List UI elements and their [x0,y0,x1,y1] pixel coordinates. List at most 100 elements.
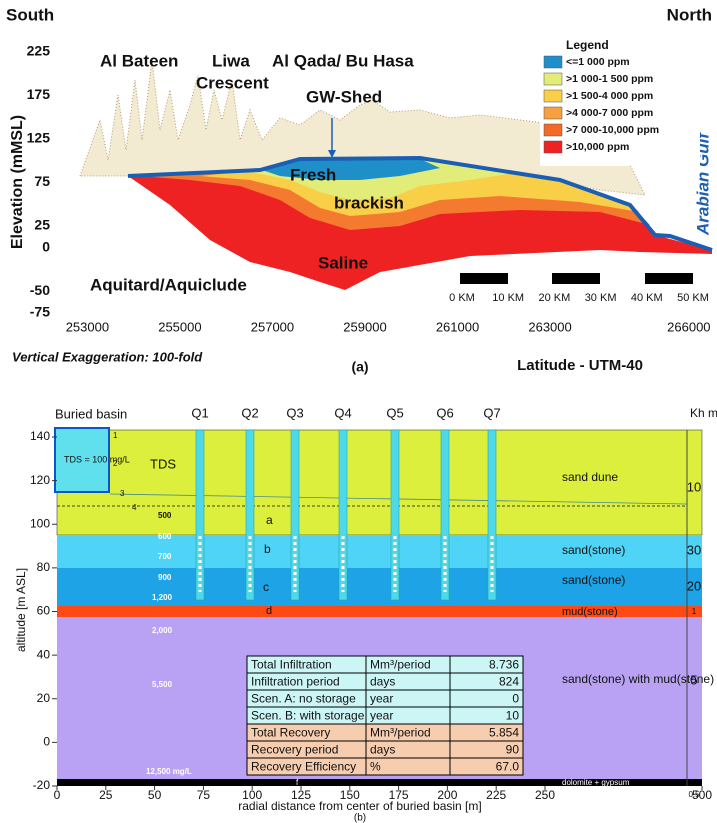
tds-contour: 900 [158,573,172,582]
y-tick-label: 0 [42,238,50,254]
layer-name: mud(stone) [562,606,618,618]
annotation: GW-Shed [306,87,382,106]
y-axis-label: altitude [m ASL] [14,568,28,652]
y-tick-label: 175 [27,86,51,102]
table-text: Mm³/period [370,658,431,672]
scale-label: 40 KM [631,292,663,304]
x-tick-label: 225 [486,788,506,802]
y-tick-label: -20 [33,778,51,792]
scale-label: 20 KM [539,292,571,304]
layer-letter: a [266,513,273,527]
table-text: % [370,760,381,774]
well-label: Q7 [483,405,500,420]
x-axis-label: Latitude - UTM-40 [517,357,643,374]
y-tick-label: 140 [30,429,50,443]
x-tick-label: 257000 [251,319,294,334]
annotation: Crescent [196,73,269,92]
well-label: Q6 [436,405,453,420]
legend-label: <=1 000 ppm [566,56,630,68]
layer-letter: d [266,605,272,617]
legend-swatch [544,141,562,153]
layer-name: sand dune [562,470,618,484]
y-tick-label: 0 [43,735,50,749]
caption: (a) [351,359,368,375]
x-tick-label: 266000 [667,319,710,334]
y-tick-label: 40 [37,647,51,661]
table-text: Total Infiltration [251,658,332,672]
annotation: Aquitard/Aquiclude [90,275,247,294]
basin-tds: TDS = 100 mg/L [64,454,130,464]
kh-value: 10 [687,479,701,494]
tds-contour: 600 [158,532,172,541]
table-text: 67.0 [496,760,520,774]
caption: (b) [354,813,366,823]
table-text: year [370,709,393,723]
north-label: North [667,5,712,24]
legend-label: >1 500-4 000 ppm [566,90,653,102]
x-tick-label: 150 [340,788,360,802]
annotation: Al Bateen [100,51,178,70]
layer-letter: c [263,580,269,594]
y-tick-label: 20 [37,691,51,705]
x-tick-label: 261000 [436,319,479,334]
layer-name: dolomite + gypsum [562,778,630,787]
annotation: Saline [318,253,368,272]
y-tick-label: 75 [34,173,50,189]
tds-contour: 2,000 [152,626,173,635]
marker: 1 [113,431,118,440]
well-label: Q4 [334,405,351,420]
legend-swatch [544,124,562,136]
tds-contour: 1,200 [152,593,173,602]
annotation: Al Qada/ Bu Hasa [272,51,414,70]
x-tick-label: 263000 [528,319,571,334]
x-tick-label: 200 [437,788,457,802]
scale-label: 50 KM [677,292,709,304]
well-label: Q2 [241,405,258,420]
marker: 4 [132,503,137,512]
south-label: South [6,5,54,24]
scale-label: 10 KM [492,292,524,304]
tds-contour: 700 [158,552,172,561]
y-tick-label: -75 [30,304,50,320]
x-tick-label: 250 [535,788,555,802]
table-text: Mm³/period [370,726,431,740]
table-text: year [370,692,393,706]
kh-value: 20 [687,578,701,593]
kh-value: 5 [690,672,697,687]
y-tick-label: 100 [30,516,50,530]
scale-block [645,273,693,284]
legend-swatch [544,90,562,102]
x-tick-label: 253000 [66,319,109,334]
table-text: 90 [506,743,520,757]
layer-name: sand(stone) [562,573,625,587]
scale-bar: 0 KM10 KM20 KM30 KM40 KM50 KM [449,292,709,304]
scale-label: 30 KM [585,292,617,304]
y-tick-label: 25 [34,217,50,233]
y-tick-label: 60 [37,604,51,618]
y-axis-label: Elevation (mMSL) [9,115,26,249]
well-label: Q3 [286,405,303,420]
x-tick-label: 500 [692,788,712,802]
tds-contour: 500 [158,511,172,520]
x-tick-label: 75 [197,788,211,802]
legend-label: >4 000-7 000 ppm [566,107,653,119]
scale-block [552,273,600,284]
marker: 3 [120,489,125,498]
x-tick-label: 259000 [343,319,386,334]
table-text: 5.854 [489,726,519,740]
tds-contour: 5,500 [152,680,173,689]
legend-label: >7 000-10,000 ppm [566,124,659,136]
table-text: Recovery Efficiency [251,760,356,774]
table-text: 8.736 [489,658,519,672]
table-text: 10 [506,709,520,723]
well-label: Q1 [191,405,208,420]
table-text: Scen. B: with storage [251,709,365,723]
table-text: days [370,743,395,757]
table-text: 0 [512,692,519,706]
scale-block [460,273,508,284]
layer-name: sand(stone) [562,543,625,557]
x-tick-label: 50 [148,788,162,802]
table-text: Scen. A: no storage [251,692,356,706]
kh-value: 30 [687,542,701,557]
x-tick-label: 25 [99,788,113,802]
